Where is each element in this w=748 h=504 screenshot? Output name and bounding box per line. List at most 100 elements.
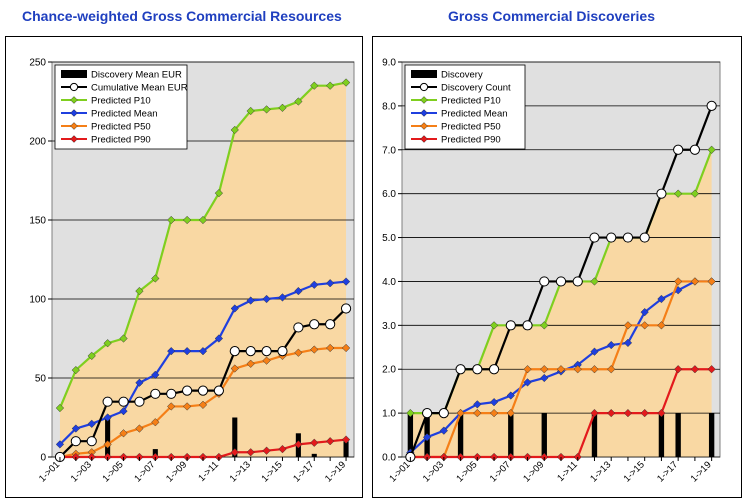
discoveries-legend-label-mean: Predicted Mean xyxy=(441,109,508,120)
resources-x-tick-label: 1->05 xyxy=(101,459,126,484)
discoveries-point-mean xyxy=(489,397,499,407)
discoveries-bar xyxy=(541,413,547,457)
discoveries-point-p90 xyxy=(640,408,649,418)
discoveries-point-p10 xyxy=(674,189,683,198)
resources-bar xyxy=(105,417,111,457)
resources-point-cumulative xyxy=(182,385,193,396)
resources-y-tick-label: 50 xyxy=(35,374,47,385)
discoveries-legend-marker-p90 xyxy=(420,135,428,143)
discoveries-point-cumulative xyxy=(706,100,717,111)
resources-point-p90 xyxy=(230,448,239,457)
discoveries-point-p50 xyxy=(640,321,649,330)
resources-legend-swatch-bars xyxy=(61,70,87,78)
discoveries-bar xyxy=(508,413,514,457)
discoveries-point-cumulative xyxy=(555,276,567,287)
discoveries-legend-marker-p50 xyxy=(420,122,428,130)
discoveries-point-mean xyxy=(422,433,432,442)
resources-point-mean xyxy=(246,296,255,305)
discoveries-point-mean xyxy=(473,400,482,409)
discoveries-bar xyxy=(591,413,598,457)
left-chart-title: Chance-weighted Gross Commercial Resourc… xyxy=(22,8,342,24)
resources-point-cumulative xyxy=(293,322,304,333)
resources-point-p10 xyxy=(278,103,287,112)
resources-point-p10 xyxy=(214,188,224,198)
discoveries-point-cumulative xyxy=(639,232,650,243)
discoveries-y-tick-label: 0.0 xyxy=(382,453,396,464)
discoveries-legend-marker-cumulative xyxy=(419,82,429,92)
resources-point-cumulative xyxy=(118,396,129,407)
resources-point-mean xyxy=(294,286,303,296)
discoveries-point-cumulative xyxy=(606,232,617,243)
resources-legend-label-bars: Discovery Mean EUR xyxy=(91,70,182,81)
discoveries-legend-marker-mean xyxy=(420,109,428,117)
resources-point-cumulative xyxy=(197,385,209,396)
discoveries-point-p10 xyxy=(540,321,549,330)
resources-bar xyxy=(232,417,238,457)
resources-p10-area xyxy=(59,82,347,457)
discoveries-y-tick-label: 6.0 xyxy=(382,189,396,200)
resources-point-p10 xyxy=(246,106,255,116)
resources-point-mean xyxy=(278,293,287,302)
resources-point-mean xyxy=(167,346,176,356)
resources-point-p90 xyxy=(278,444,287,454)
resources-x-tick-label: 1->17 xyxy=(291,459,316,484)
discoveries-point-p50 xyxy=(690,277,700,286)
resources-point-p50 xyxy=(230,364,239,373)
resources-point-p10 xyxy=(294,97,303,106)
resources-legend-label-mean: Predicted Mean xyxy=(91,109,158,120)
discoveries-point-p90 xyxy=(690,365,700,374)
discoveries-legend-marker-p10 xyxy=(420,96,428,104)
resources-point-p90 xyxy=(262,446,271,455)
discoveries-point-p50 xyxy=(623,321,633,330)
resources-point-mean xyxy=(198,346,208,356)
resources-point-mean xyxy=(135,378,144,387)
discoveries-x-tick-label: 1->17 xyxy=(655,459,680,484)
resources-bar xyxy=(311,453,317,457)
resources-legend-label-p10: Predicted P10 xyxy=(91,96,151,107)
resources-point-p90 xyxy=(310,438,319,447)
resources-point-p50 xyxy=(151,418,160,427)
resources-point-p10 xyxy=(326,81,335,90)
resources-x-tick-label: 1->07 xyxy=(132,459,157,484)
discoveries-point-p50 xyxy=(540,365,549,374)
discoveries-point-cumulative xyxy=(522,320,533,331)
discoveries-point-p50 xyxy=(573,365,582,374)
discoveries-x-tick-label: 1->07 xyxy=(488,459,513,484)
discoveries-legend-label-cumulative: Discovery Count xyxy=(441,83,511,94)
resources-point-p50 xyxy=(246,359,255,368)
discoveries-x-tick-label: 1->15 xyxy=(622,459,647,484)
discoveries-x-tick-label: 1->09 xyxy=(521,459,546,484)
discoveries-point-p90 xyxy=(657,408,666,418)
resources-bar xyxy=(343,441,349,457)
discoveries-y-tick-label: 1.0 xyxy=(382,409,396,420)
discoveries-point-mean xyxy=(439,426,448,435)
resources-point-cumulative xyxy=(261,346,272,357)
resources-point-mean xyxy=(214,334,224,343)
resources-point-p10 xyxy=(135,286,144,296)
resources-point-cumulative xyxy=(340,303,352,314)
resources-point-p90 xyxy=(341,435,351,444)
resources-y-tick-label: 100 xyxy=(29,295,46,306)
discoveries-p10-area xyxy=(410,149,712,457)
discoveries-point-p10 xyxy=(690,189,700,198)
resources-x-tick-label: 1->11 xyxy=(196,459,221,484)
resources-point-mean xyxy=(87,419,96,428)
discoveries-point-p50 xyxy=(707,277,716,286)
discoveries-bar xyxy=(658,413,665,457)
discoveries-bar xyxy=(407,413,414,457)
resources-legend-label-cumulative: Cumulative Mean EUR xyxy=(91,83,188,94)
resources-legend-box xyxy=(54,64,188,150)
discoveries-chart: 0.01.02.03.04.05.06.07.08.09.01->01 1->03… xyxy=(382,58,721,484)
resources-point-p10 xyxy=(87,351,96,361)
discoveries-x-tick-label: 1->13 xyxy=(588,459,613,484)
resources-point-mean xyxy=(119,407,128,416)
discoveries-point-p50 xyxy=(657,321,666,330)
resources-legend-label-p50: Predicted P50 xyxy=(91,122,151,133)
resources-legend-label-p90: Predicted P90 xyxy=(91,135,151,146)
discoveries-point-cumulative xyxy=(488,364,500,375)
resources-point-mean xyxy=(151,370,160,379)
discoveries-point-mean xyxy=(590,347,599,356)
discoveries-point-p10 xyxy=(590,277,599,286)
resources-point-p90 xyxy=(294,440,303,449)
discoveries-point-p50 xyxy=(473,408,482,418)
